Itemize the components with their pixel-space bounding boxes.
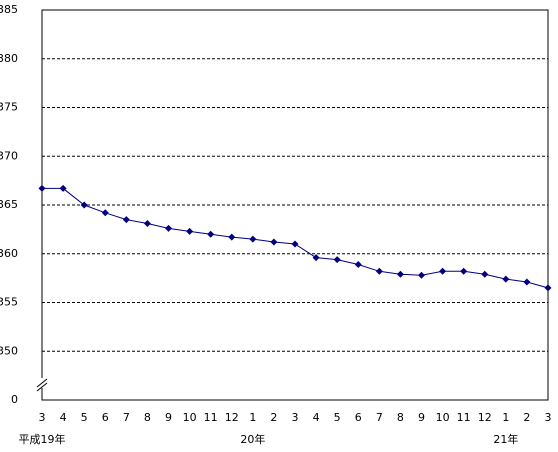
- x-tick-label: 7: [376, 411, 383, 424]
- x-tick-label: 4: [60, 411, 67, 424]
- x-tick-label: 10: [183, 411, 197, 424]
- y-tick-label: 375: [0, 101, 18, 114]
- x-tick-label: 10: [436, 411, 450, 424]
- data-point: [186, 227, 194, 235]
- y-tick-label: 360: [0, 247, 18, 260]
- data-point: [101, 209, 109, 217]
- data-point: [228, 233, 236, 241]
- data-point: [375, 267, 383, 275]
- x-tick-label: 2: [523, 411, 530, 424]
- x-tick-label: 11: [204, 411, 218, 424]
- y-tick-label: 370: [0, 149, 18, 162]
- data-point: [460, 267, 468, 275]
- x-tick-label: 11: [457, 411, 471, 424]
- data-point: [523, 278, 531, 286]
- y-break-label: 0: [11, 393, 18, 406]
- x-tick-label: 3: [292, 411, 299, 424]
- x-tick-label: 7: [123, 411, 130, 424]
- data-point: [122, 216, 130, 224]
- data-point: [38, 184, 46, 192]
- data-point: [270, 238, 278, 246]
- data-point: [396, 270, 404, 278]
- y-tick-label: 380: [0, 52, 18, 65]
- data-point: [439, 267, 447, 275]
- x-tick-label: 9: [165, 411, 172, 424]
- data-point: [418, 271, 425, 279]
- x-group-label: 21年: [493, 432, 518, 446]
- x-tick-label: 9: [418, 411, 425, 424]
- x-tick-label: 12: [478, 411, 492, 424]
- data-point: [502, 275, 510, 283]
- x-tick-label: 4: [313, 411, 320, 424]
- data-point: [544, 284, 552, 292]
- x-tick-label: 1: [249, 411, 256, 424]
- data-point: [481, 270, 489, 278]
- x-group-label: 20年: [240, 432, 265, 446]
- x-tick-label: 6: [355, 411, 362, 424]
- data-point: [143, 220, 151, 228]
- x-tick-label: 6: [102, 411, 109, 424]
- axis-break: [36, 378, 48, 392]
- series-line: [42, 187, 549, 289]
- data-point: [312, 254, 320, 262]
- data-point: [354, 260, 362, 268]
- data-point: [333, 256, 341, 264]
- x-tick-label: 3: [39, 411, 46, 424]
- data-point: [80, 201, 88, 209]
- x-tick-label: 8: [144, 411, 151, 424]
- x-tick-label: 2: [270, 411, 277, 424]
- data-point: [207, 230, 215, 238]
- data-point: [59, 184, 67, 192]
- x-tick-label: 5: [334, 411, 341, 424]
- y-tick-label: 350: [0, 344, 18, 357]
- y-tick-label: 385: [0, 3, 18, 16]
- y-tick-label: 365: [0, 198, 18, 211]
- x-tick-label: 1: [502, 411, 509, 424]
- x-group-label: 平成19年: [19, 432, 66, 446]
- y-tick-label: 355: [0, 296, 18, 309]
- x-tick-label: 8: [397, 411, 404, 424]
- x-tick-label: 5: [81, 411, 88, 424]
- x-tick-label: 3: [545, 411, 552, 424]
- x-tick-label: 12: [225, 411, 239, 424]
- data-point: [249, 235, 257, 243]
- data-point: [165, 224, 172, 232]
- data-point: [291, 240, 299, 248]
